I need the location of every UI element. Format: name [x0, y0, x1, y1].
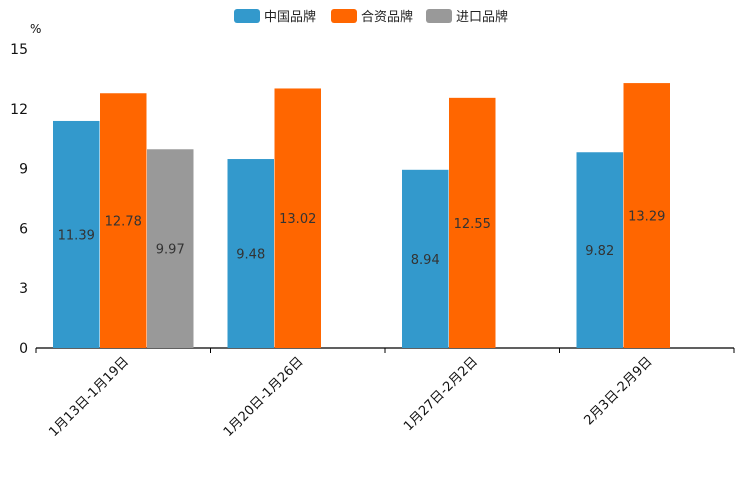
bar-value-label: 13.29	[628, 210, 665, 225]
y-tick-label: 9	[19, 162, 28, 178]
legend-label[interactable]: 中国品牌	[264, 9, 316, 25]
bar	[147, 149, 194, 348]
bar	[53, 120, 100, 348]
x-category-label: 1月13日-1月19日	[46, 354, 132, 440]
y-tick-label: 0	[19, 341, 28, 357]
bar	[449, 97, 496, 348]
bar-value-label: 9.82	[585, 244, 614, 259]
bar	[623, 83, 670, 348]
bar-value-label: 11.39	[58, 228, 95, 243]
x-category-label: 1月20日-1月26日	[221, 354, 307, 440]
legend-swatch[interactable]	[331, 9, 357, 23]
bars	[53, 83, 670, 348]
bar	[100, 93, 147, 348]
y-axis-unit-label: %	[30, 22, 41, 36]
x-axis: 1月13日-1月19日 1月20日-1月26日 1月27日-2月2日 2月3日-2月9…	[35, 347, 735, 440]
legend-label[interactable]: 进口品牌	[456, 9, 508, 25]
legend: 中国品牌 合资品牌 进口品牌	[234, 9, 508, 25]
bar-value-label: 8.94	[411, 253, 440, 268]
y-tick-label: 15	[10, 42, 28, 58]
bar	[227, 159, 274, 348]
bar	[402, 169, 449, 348]
bar	[576, 152, 623, 348]
legend-swatch[interactable]	[426, 9, 452, 23]
y-tick-label: 6	[19, 221, 28, 237]
bar-value-label: 12.55	[454, 217, 491, 232]
bar-value-label: 13.02	[279, 212, 316, 227]
y-tick-label: 3	[19, 281, 28, 297]
bar-value-label: 9.97	[156, 243, 185, 258]
bar	[274, 88, 321, 348]
y-tick-label: 12	[10, 102, 28, 118]
bar-value-label: 9.48	[236, 248, 265, 263]
x-category-label: 1月27日-2月2日	[401, 354, 481, 434]
legend-swatch[interactable]	[234, 9, 260, 23]
x-category-label: 2月3日-2月9日	[581, 354, 655, 428]
y-axis: 0 3 6 9 12 15	[10, 42, 37, 357]
data-labels: 11.39 12.78 9.97 9.48 13.02 8.94 12.55 9.82 13.2…	[58, 210, 666, 268]
legend-label[interactable]: 合资品牌	[361, 9, 413, 25]
bar-value-label: 12.78	[105, 215, 142, 230]
